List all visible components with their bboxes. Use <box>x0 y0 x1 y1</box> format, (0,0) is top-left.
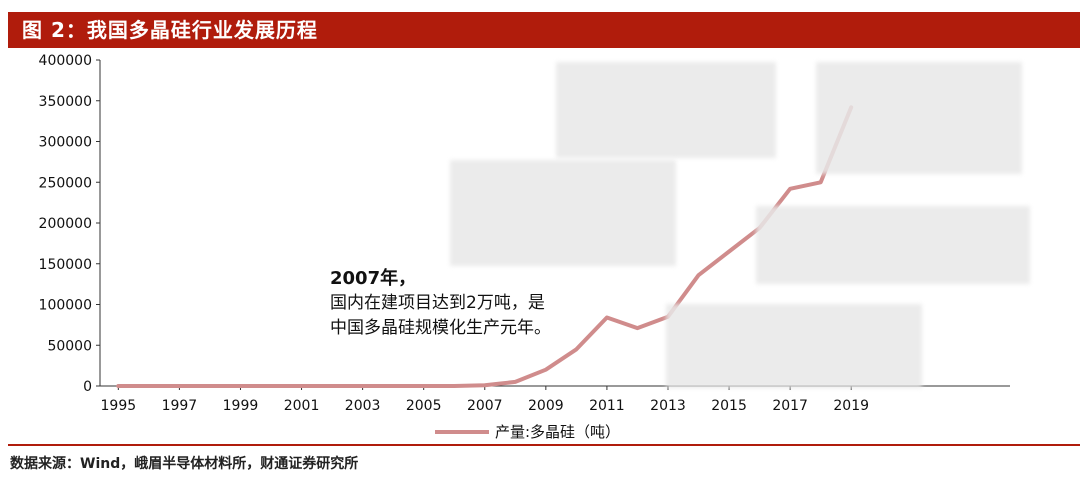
redacted-block-5 <box>666 304 922 388</box>
annotation-heading: 2007年， <box>330 268 417 289</box>
series-line <box>116 105 854 388</box>
x-tick-label: 2005 <box>406 398 442 414</box>
x-tick-label: 1995 <box>101 398 137 414</box>
x-tick-label: 2007 <box>467 398 503 414</box>
line-chart: 0 50000 100000 150000 200000 250000 300000 3500… <box>39 53 1010 441</box>
x-tick-label: 2019 <box>833 398 869 414</box>
x-tick-label: 2015 <box>711 398 747 414</box>
y-tick-label: 100000 <box>39 298 92 314</box>
y-tick-label: 400000 <box>39 53 92 69</box>
x-tick-label: 1999 <box>223 398 259 414</box>
x-tick-label: 1997 <box>162 398 198 414</box>
data-source: 数据来源：Wind，峨眉半导体材料所，财通证券研究所 <box>10 456 359 472</box>
redacted-block-2 <box>816 62 1022 174</box>
y-tick-label: 0 <box>83 379 92 395</box>
x-tick-label: 2011 <box>589 398 625 414</box>
redacted-block-3 <box>450 160 676 266</box>
x-tick-label: 2013 <box>650 398 686 414</box>
y-tick-label: 350000 <box>39 94 92 110</box>
series-layer <box>116 105 854 388</box>
y-tick-label: 200000 <box>39 216 92 232</box>
figure-title: 图 2：我国多晶硅行业发展历程 <box>8 12 1080 48</box>
legend-label: 产量:多晶硅（吨） <box>495 423 620 441</box>
x-tick-label: 2003 <box>345 398 381 414</box>
chart-legend: 产量:多晶硅（吨） <box>435 423 620 441</box>
redacted-block-1 <box>556 62 776 158</box>
x-tick-label: 2001 <box>284 398 320 414</box>
y-tick-label: 300000 <box>39 135 92 151</box>
footer-divider <box>8 444 1080 446</box>
y-tick-label: 150000 <box>39 257 92 273</box>
redacted-block-4 <box>756 206 1030 284</box>
y-tick-label: 50000 <box>47 338 92 354</box>
x-tick-label: 2009 <box>528 398 564 414</box>
x-tick-labels: 1995 1997 1999 2001 2003 2005 2007 2009 2011 2013… <box>101 398 870 414</box>
x-tick-label: 2017 <box>772 398 808 414</box>
y-tick-label: 250000 <box>39 175 92 191</box>
y-tick-labels: 0 50000 100000 150000 200000 250000 300000 3500… <box>39 53 92 395</box>
annotation-body: 国内在建项目达到2万吨，是中国多晶硅规模化生产元年。 <box>330 293 551 338</box>
annotation-2007: 2007年， 国内在建项目达到2万吨，是中国多晶硅规模化生产元年。 <box>330 266 560 341</box>
